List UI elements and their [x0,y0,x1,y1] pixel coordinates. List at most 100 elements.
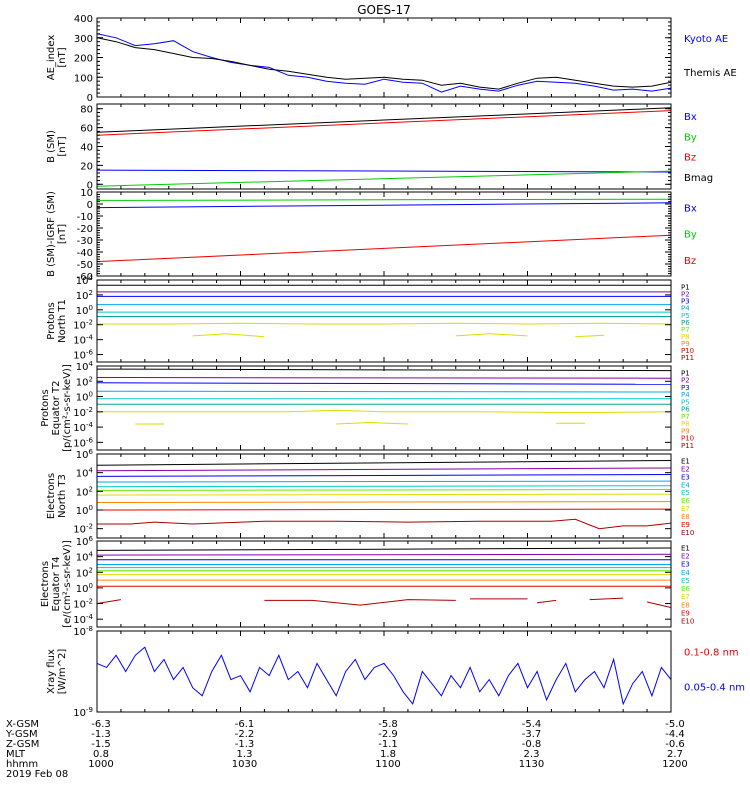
legend-bz: Bz [684,153,696,164]
x-row-value: -4.4 [665,729,685,740]
y-tick-label: 106 [76,535,94,548]
legend-p10: P10 [681,347,694,355]
x-row-value: 0.8 [93,749,109,760]
legend-e7: E7 [681,593,690,601]
y-tick-label: 0 [87,93,93,104]
y-tick-label: 40 [80,143,93,154]
series-0-05-0-4-nm-line [97,646,671,706]
x-row-value: -6.1 [235,719,255,730]
y-tick-label: 104 [76,360,94,373]
y-axis-label: Electrons [40,561,51,607]
series-p7-line [97,322,671,325]
legend-p9: P9 [681,340,690,348]
y-tick-label: 0 [87,180,93,191]
legend-kyoto-ae: Kyoto AE [684,34,728,45]
legend-bz: Bz [684,256,696,267]
series-e7-line [97,493,671,496]
panel-frame [96,191,672,277]
x-row-value: 1.3 [237,749,253,760]
y-tick-label: -20 [77,224,93,235]
y-tick-label: 80 [80,105,93,116]
legend-bmag: Bmag [684,173,713,184]
legend-p1: P1 [681,370,690,378]
series-e10-line [97,518,671,530]
x-row-label: Y-GSM [5,729,38,740]
y-axis-label: Equator T4 [51,557,62,612]
y-axis-label: Electrons [46,473,57,519]
y-tick-label: 100 [76,582,93,595]
plot-date: 2019 Feb 08 [6,769,68,780]
legend-p11: P11 [681,442,694,450]
x-row-value: -6.3 [91,719,111,730]
x-row-value: 1000 [88,759,113,770]
panel-frame [96,630,672,713]
series-p8-line [192,333,265,338]
series-bx-line [97,202,671,209]
y-axis-label: Xray flux [46,649,57,694]
y-tick-label: 20 [80,161,93,172]
y-tick-label: -50 [77,260,93,271]
y-axis-label: North T1 [57,299,68,343]
legend-p2: P2 [681,291,690,299]
legend-p3: P3 [681,298,690,306]
y-tick-label: 100 [74,73,93,84]
x-row-value: 1100 [375,759,400,770]
x-row-value: -5.8 [378,719,398,730]
legend-e1: E1 [681,545,690,553]
y-tick-label: 60 [80,124,93,135]
panel-frame [96,540,672,628]
x-row-value: 1130 [519,759,544,770]
y-tick-label: 10-2 [73,406,93,419]
x-row-value: 2.3 [524,749,540,760]
y-tick-label: 400 [74,14,93,25]
series-e1-line [97,460,671,466]
legend-e9: E9 [681,521,690,529]
y-tick-label: 102 [76,289,93,302]
legend-bx: Bx [684,112,697,123]
y-tick-label: 10-2 [73,598,93,611]
y-tick-label: 10-2 [73,523,93,536]
series-bmag-line [97,107,671,133]
y-tick-label: 10 [80,188,93,199]
series-e4-line [97,480,671,483]
x-row-value: 1200 [662,759,687,770]
series-p8c-line [575,334,605,338]
y-tick-label: 10-9 [73,706,93,719]
series-by-line [97,198,671,201]
x-row-value: 2.7 [667,749,683,760]
y-axis-label: AE_index [46,35,57,81]
legend-e5: E5 [681,489,690,497]
panel-frame [96,365,672,451]
y-axis-label: [nT] [57,47,68,67]
series-p4-line [97,390,671,393]
y-tick-label: 100 [76,304,93,317]
legend-p11: P11 [681,354,694,362]
series-e10f-line [646,601,671,608]
legend-0-1-0-8-nm: 0.1-0.8 nm [684,647,739,658]
y-tick-label: 0 [87,200,93,211]
y-axis-label: B (SM) [46,130,57,163]
legend-e6: E6 [681,585,690,593]
series-e10e-line [589,597,624,601]
series-kyoto-ae-line [97,33,671,93]
legend-bx: Bx [684,203,697,214]
series-e10d-line [537,599,557,604]
series-bz-line [97,234,671,263]
plot-title: GOES-17 [357,3,411,17]
legend-p3: P3 [681,384,690,392]
legend-e3: E3 [681,473,690,481]
x-row-label: MLT [6,749,26,760]
legend-e8: E8 [681,601,690,609]
series-e8-line [97,501,671,503]
x-row-value: -5.4 [522,719,542,730]
x-row-value: -0.6 [665,739,685,750]
legend-p5: P5 [681,312,690,320]
legend-p6: P6 [681,406,690,414]
x-row-value: -1.1 [378,739,398,750]
x-row-value: 1030 [232,759,257,770]
x-row-value: -2.9 [378,729,398,740]
legend-p1: P1 [681,284,690,292]
series-p8b-line [455,333,528,337]
y-tick-label: 10-4 [73,421,93,434]
